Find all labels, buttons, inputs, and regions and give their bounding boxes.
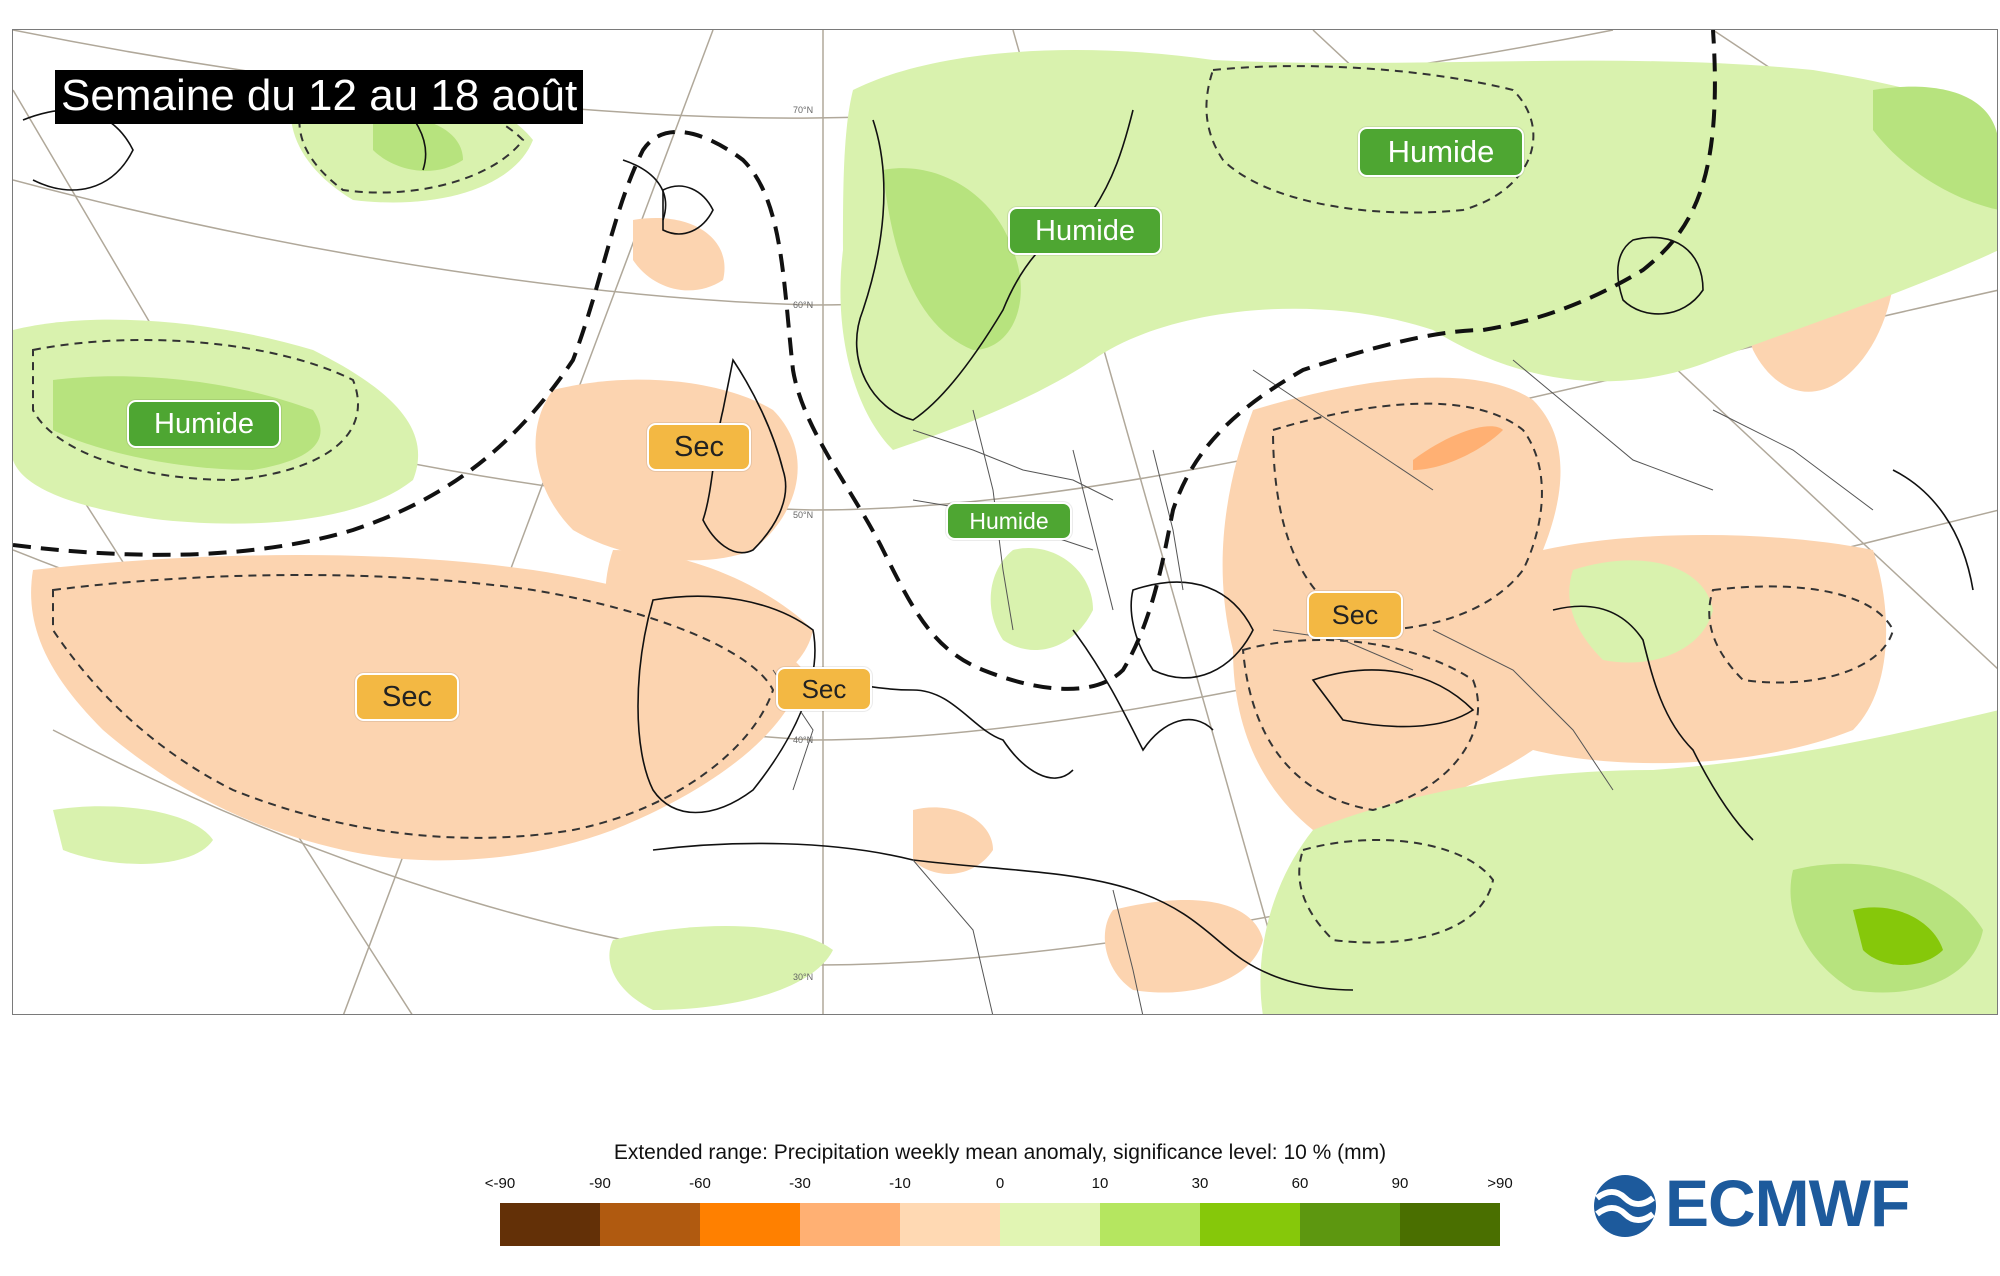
coastlines [22,89,1974,991]
legend-swatch [1300,1203,1400,1246]
label-wet-atlantic: Humide [127,400,281,448]
legend-tick: 30 [1191,1175,1209,1192]
ecmwf-logo-icon [1594,1175,1656,1237]
moderate-dry-patch [1413,426,1503,470]
legend-tick: -30 [789,1175,811,1192]
legend-tick: 10 [1091,1175,1109,1192]
legend-tick: -60 [689,1175,711,1192]
label-wet-scandinavia: Humide [1008,207,1162,255]
country-borders [772,359,1874,1014]
label-dry-iberia: Sec [776,667,872,711]
legend-swatch [500,1203,600,1246]
legend-tick: >90 [1487,1175,1513,1192]
legend-tick: <-90 [484,1175,516,1192]
latitude-label-60: 60°N [793,300,814,310]
label-dry-atlantic: Sec [355,673,459,721]
latitude-label-70: 70°N [793,105,814,115]
label-wet-russia: Humide [1358,127,1524,177]
legend-tick: 90 [1391,1175,1409,1192]
map-title: Semaine du 12 au 18 août [55,70,584,124]
legend-tick: -10 [889,1175,911,1192]
legend-tick: 60 [1291,1175,1309,1192]
legend-swatch [700,1203,800,1246]
label-dry-balkans: Sec [1307,591,1403,639]
legend-tick: -90 [589,1175,611,1192]
legend-swatch [1100,1203,1200,1246]
ecmwf-logo-text: ECMWF [1665,1166,1910,1240]
latitude-label-40: 40°N [793,735,814,745]
legend-swatch [600,1203,700,1246]
legend-swatch [900,1203,1000,1246]
legend-swatch [1000,1203,1100,1246]
wet-anomaly-areas [13,50,1997,1014]
legend-swatch [1400,1203,1500,1246]
regime-boundaries [13,30,1717,691]
legend-swatch [800,1203,900,1246]
latitude-label-30: 30°N [793,972,814,982]
label-dry-uk: Sec [647,423,751,471]
label-wet-central: Humide [946,502,1072,540]
legend-tick: 0 [995,1175,1005,1192]
forecast-map: 70°N 60°N 50°N 40°N 30°N Semaine du 12 a… [12,29,1998,1015]
legend-swatch [1200,1203,1300,1246]
legend-colorbar [500,1203,1500,1246]
legend-title: Extended range: Precipitation weekly mea… [613,1141,1387,1164]
latitude-label-50: 50°N [793,510,814,520]
